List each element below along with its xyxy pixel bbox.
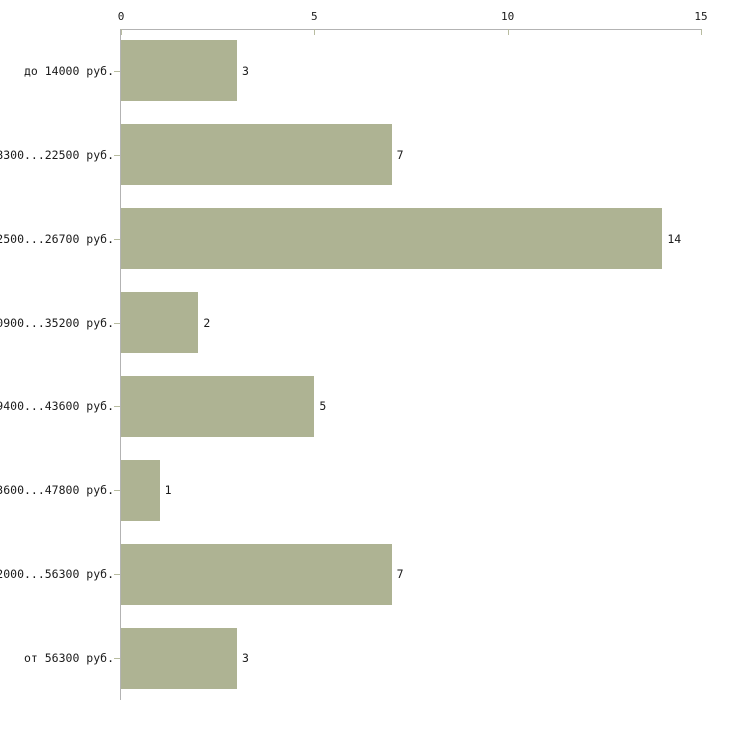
category-label: 39400...43600 руб.: [0, 399, 114, 414]
y-tick-mark: [114, 490, 120, 491]
category-label: 22500...26700 руб.: [0, 231, 114, 246]
bar[interactable]: [121, 543, 392, 605]
bar-value-label: 3: [242, 651, 249, 666]
x-tick-label: 0: [117, 10, 125, 23]
category-label: 43600...47800 руб.: [0, 483, 114, 498]
bar-value-label: 3: [242, 63, 249, 78]
y-tick-mark: [114, 323, 120, 324]
y-tick-mark: [114, 406, 120, 407]
x-tick-label: 5: [311, 10, 318, 23]
category-label: 18300...22500 руб.: [0, 147, 114, 162]
category-label: до 14000 руб.: [23, 63, 114, 78]
category-label: от 56300 руб.: [23, 651, 114, 666]
bar-value-label: 5: [319, 399, 327, 414]
bar[interactable]: [121, 124, 392, 186]
bar[interactable]: [121, 375, 315, 437]
bar-value-label: 7: [396, 567, 404, 582]
x-tick-mark: [701, 29, 702, 35]
x-tick-label: 15: [694, 10, 708, 23]
y-tick-mark: [114, 71, 120, 72]
bar[interactable]: [121, 292, 199, 354]
bar-value-label: 7: [396, 147, 404, 162]
bar[interactable]: [121, 459, 160, 521]
y-tick-mark: [114, 239, 120, 240]
bar[interactable]: [121, 208, 663, 270]
bar-value-label: 2: [203, 315, 211, 330]
y-tick-mark: [114, 155, 120, 156]
category-label: 30900...35200 руб.: [0, 315, 114, 330]
x-tick-mark: [507, 29, 509, 35]
x-axis-line: [121, 29, 701, 30]
category-label: 52000...56300 руб.: [0, 567, 114, 582]
bar-value-label: 14: [667, 231, 682, 246]
bar[interactable]: [121, 627, 237, 689]
y-tick-mark: [114, 574, 120, 575]
bar[interactable]: [121, 40, 237, 102]
y-tick-mark: [114, 658, 120, 659]
x-tick-mark: [121, 29, 122, 35]
y-axis-line: [120, 29, 121, 700]
x-tick-label: 10: [501, 10, 515, 23]
x-tick-mark: [314, 29, 316, 35]
bar-value-label: 1: [164, 483, 172, 498]
